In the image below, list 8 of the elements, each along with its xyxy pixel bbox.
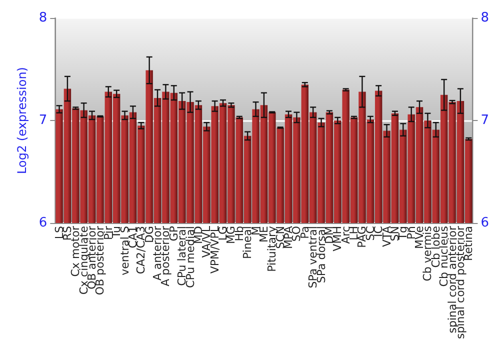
y-tick-label: 8 [38, 10, 48, 26]
y-tick-label: 7 [38, 113, 48, 128]
y2-tick-label: 7 [480, 113, 490, 128]
y2-tick-label: 6 [480, 216, 490, 231]
y-axis-title: Log2 (expression) [15, 67, 29, 174]
x-tick-label: Pituitary [266, 226, 279, 272]
y-tick-label: 6 [38, 216, 48, 231]
y2-tick-label: 8 [480, 10, 490, 26]
